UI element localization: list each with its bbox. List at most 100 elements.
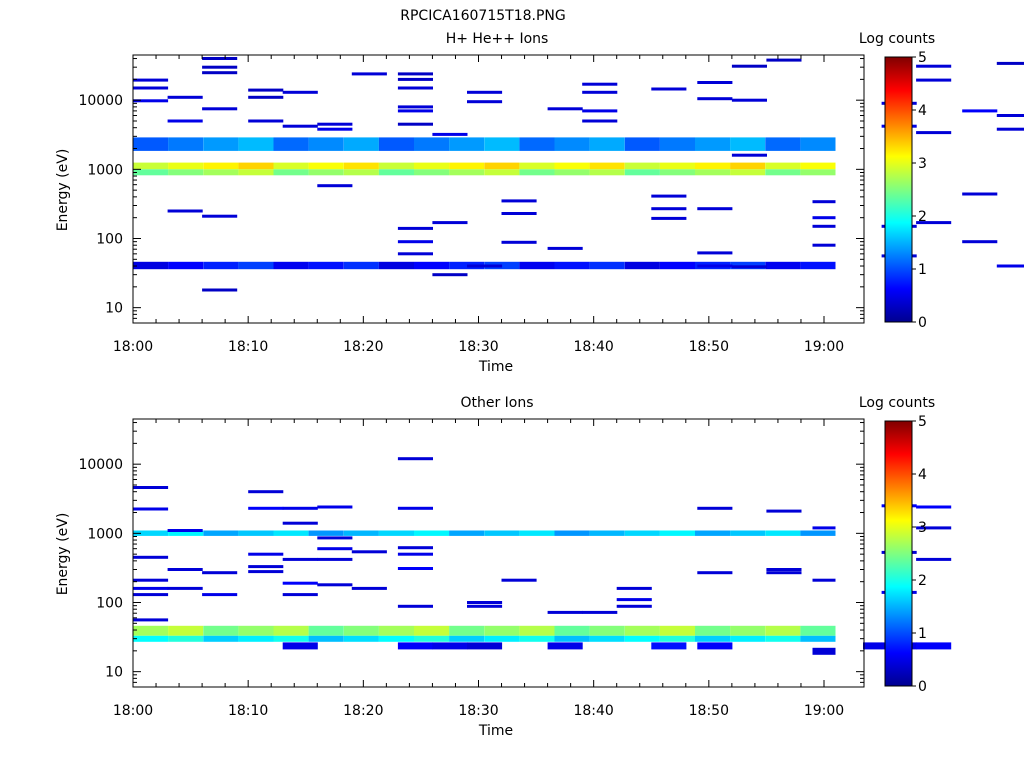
count-cell (248, 570, 284, 574)
x-axis-label: Time (478, 723, 513, 739)
count-cell (766, 568, 802, 571)
count-cell (282, 642, 318, 650)
y-tick-label: 1000 (87, 526, 123, 542)
colorbar-tick-label: 0 (918, 315, 927, 331)
band-cell (624, 530, 660, 536)
count-cell (697, 264, 733, 268)
band-cell (203, 169, 239, 176)
band-cell (624, 261, 660, 270)
band-cell (203, 162, 239, 170)
band-cell (695, 169, 731, 176)
count-cell (697, 251, 733, 255)
count-cell (167, 95, 203, 99)
count-cell (202, 71, 238, 75)
count-cell (282, 521, 318, 525)
colorbar-tick-label: 1 (918, 262, 927, 278)
band-cell (203, 625, 239, 636)
count-cell (167, 209, 203, 213)
count-cell (397, 122, 433, 126)
band-cell (800, 137, 836, 151)
band-cell (203, 137, 239, 151)
y-axis-label: Energy (eV) (55, 149, 71, 232)
band-cell (519, 261, 555, 270)
band-cell (343, 137, 379, 151)
count-cell (133, 86, 169, 90)
band-cell (378, 261, 414, 270)
band-cell (378, 530, 414, 536)
count-cell (351, 586, 387, 590)
count-cell (697, 571, 733, 575)
band-cell (273, 530, 309, 536)
count-cell (282, 124, 318, 128)
count-cell (432, 642, 468, 650)
band-cell (168, 625, 204, 636)
x-tick-label: 18:00 (113, 339, 153, 355)
count-cell (202, 214, 238, 218)
count-cell (202, 593, 238, 597)
y-axis-label: Energy (eV) (55, 513, 71, 596)
count-cell (996, 264, 1024, 268)
colorbar-tick-label: 0 (918, 679, 927, 695)
band-cell (765, 530, 801, 536)
count-cell (317, 122, 353, 126)
band-cell (730, 137, 766, 151)
count-cell (916, 642, 952, 650)
count-cell (467, 601, 503, 604)
band-cell (554, 162, 590, 170)
count-cell (202, 57, 238, 60)
count-cell (282, 581, 318, 585)
band-cell (695, 137, 731, 151)
band-cell (554, 635, 590, 642)
band-cell (203, 635, 239, 642)
x-tick-label: 18:10 (228, 703, 268, 719)
band-cell (308, 261, 344, 270)
count-cell (651, 642, 687, 650)
plot-frame (132, 54, 865, 324)
count-cell (397, 72, 433, 76)
band-cell (765, 169, 801, 176)
count-cell (812, 526, 848, 530)
band-cell (378, 162, 414, 170)
count-cell (248, 95, 284, 99)
band-cell (449, 625, 485, 636)
count-cell (582, 610, 618, 614)
count-cell (317, 127, 353, 131)
band-cell (659, 162, 695, 170)
band-cell (554, 261, 590, 270)
count-cell (248, 506, 284, 510)
x-axis: 18:00 18:10 18:20 18:30 18:40 18:50 19:00 (113, 419, 844, 719)
band-cell (659, 137, 695, 151)
band-cell (133, 261, 169, 270)
x-tick-label: 18:50 (689, 339, 729, 355)
band-cell (133, 169, 169, 176)
band-cell (730, 635, 766, 642)
x-axis-label: Time (478, 359, 513, 375)
count-cell (582, 82, 618, 86)
band-cell (414, 162, 450, 170)
band-cell (589, 169, 625, 176)
band-cell (133, 162, 169, 170)
band-cell (343, 162, 379, 170)
band-cell (730, 625, 766, 636)
band-cell (624, 162, 660, 170)
band-cell (624, 635, 660, 642)
band-cell (484, 635, 520, 642)
count-cell (916, 131, 952, 135)
panel-title: H+ He++ Ions (446, 31, 549, 47)
count-cell (432, 132, 468, 136)
count-cell (996, 61, 1024, 65)
colorbar-tick-label: 5 (918, 50, 927, 66)
count-cell (432, 273, 468, 277)
count-cell (397, 226, 433, 230)
count-cell (697, 506, 733, 510)
count-cell (812, 216, 848, 220)
count-cell (248, 119, 284, 123)
band-cell (343, 625, 379, 636)
count-cell (397, 109, 433, 113)
count-cell (697, 81, 733, 84)
band-cell (449, 169, 485, 176)
count-cell (582, 90, 618, 94)
band-cell (168, 261, 204, 270)
band-cell (238, 169, 274, 176)
band-cell (168, 137, 204, 151)
